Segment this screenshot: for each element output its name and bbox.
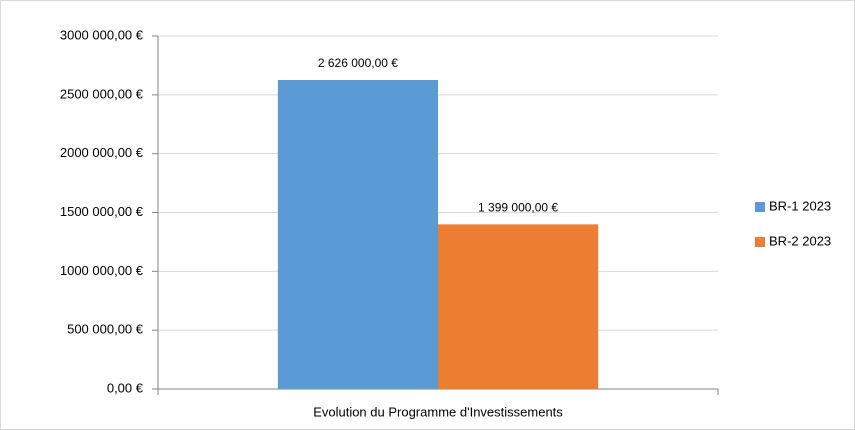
legend-swatch [755,202,765,212]
y-tick-label: 2500 000,00 € [60,86,144,101]
y-tick-label: 1000 000,00 € [60,263,144,278]
bar [277,80,438,390]
value-label: 2 626 000,00 € [318,56,398,70]
legend-swatch [755,237,765,247]
bar [438,224,599,389]
x-tick-label: Evolution du Programme d'Investissements [313,404,563,419]
y-tick-label: 0,00 € [107,380,144,395]
legend-label: BR-2 2023 [769,233,831,248]
y-tick-label: 2000 000,00 € [60,145,144,160]
y-tick-label: 3000 000,00 € [60,27,144,42]
y-tick-label: 500 000,00 € [67,322,144,337]
legend-label: BR-1 2023 [769,198,831,213]
y-tick-label: 1500 000,00 € [60,204,144,219]
value-label: 1 399 000,00 € [478,201,558,215]
